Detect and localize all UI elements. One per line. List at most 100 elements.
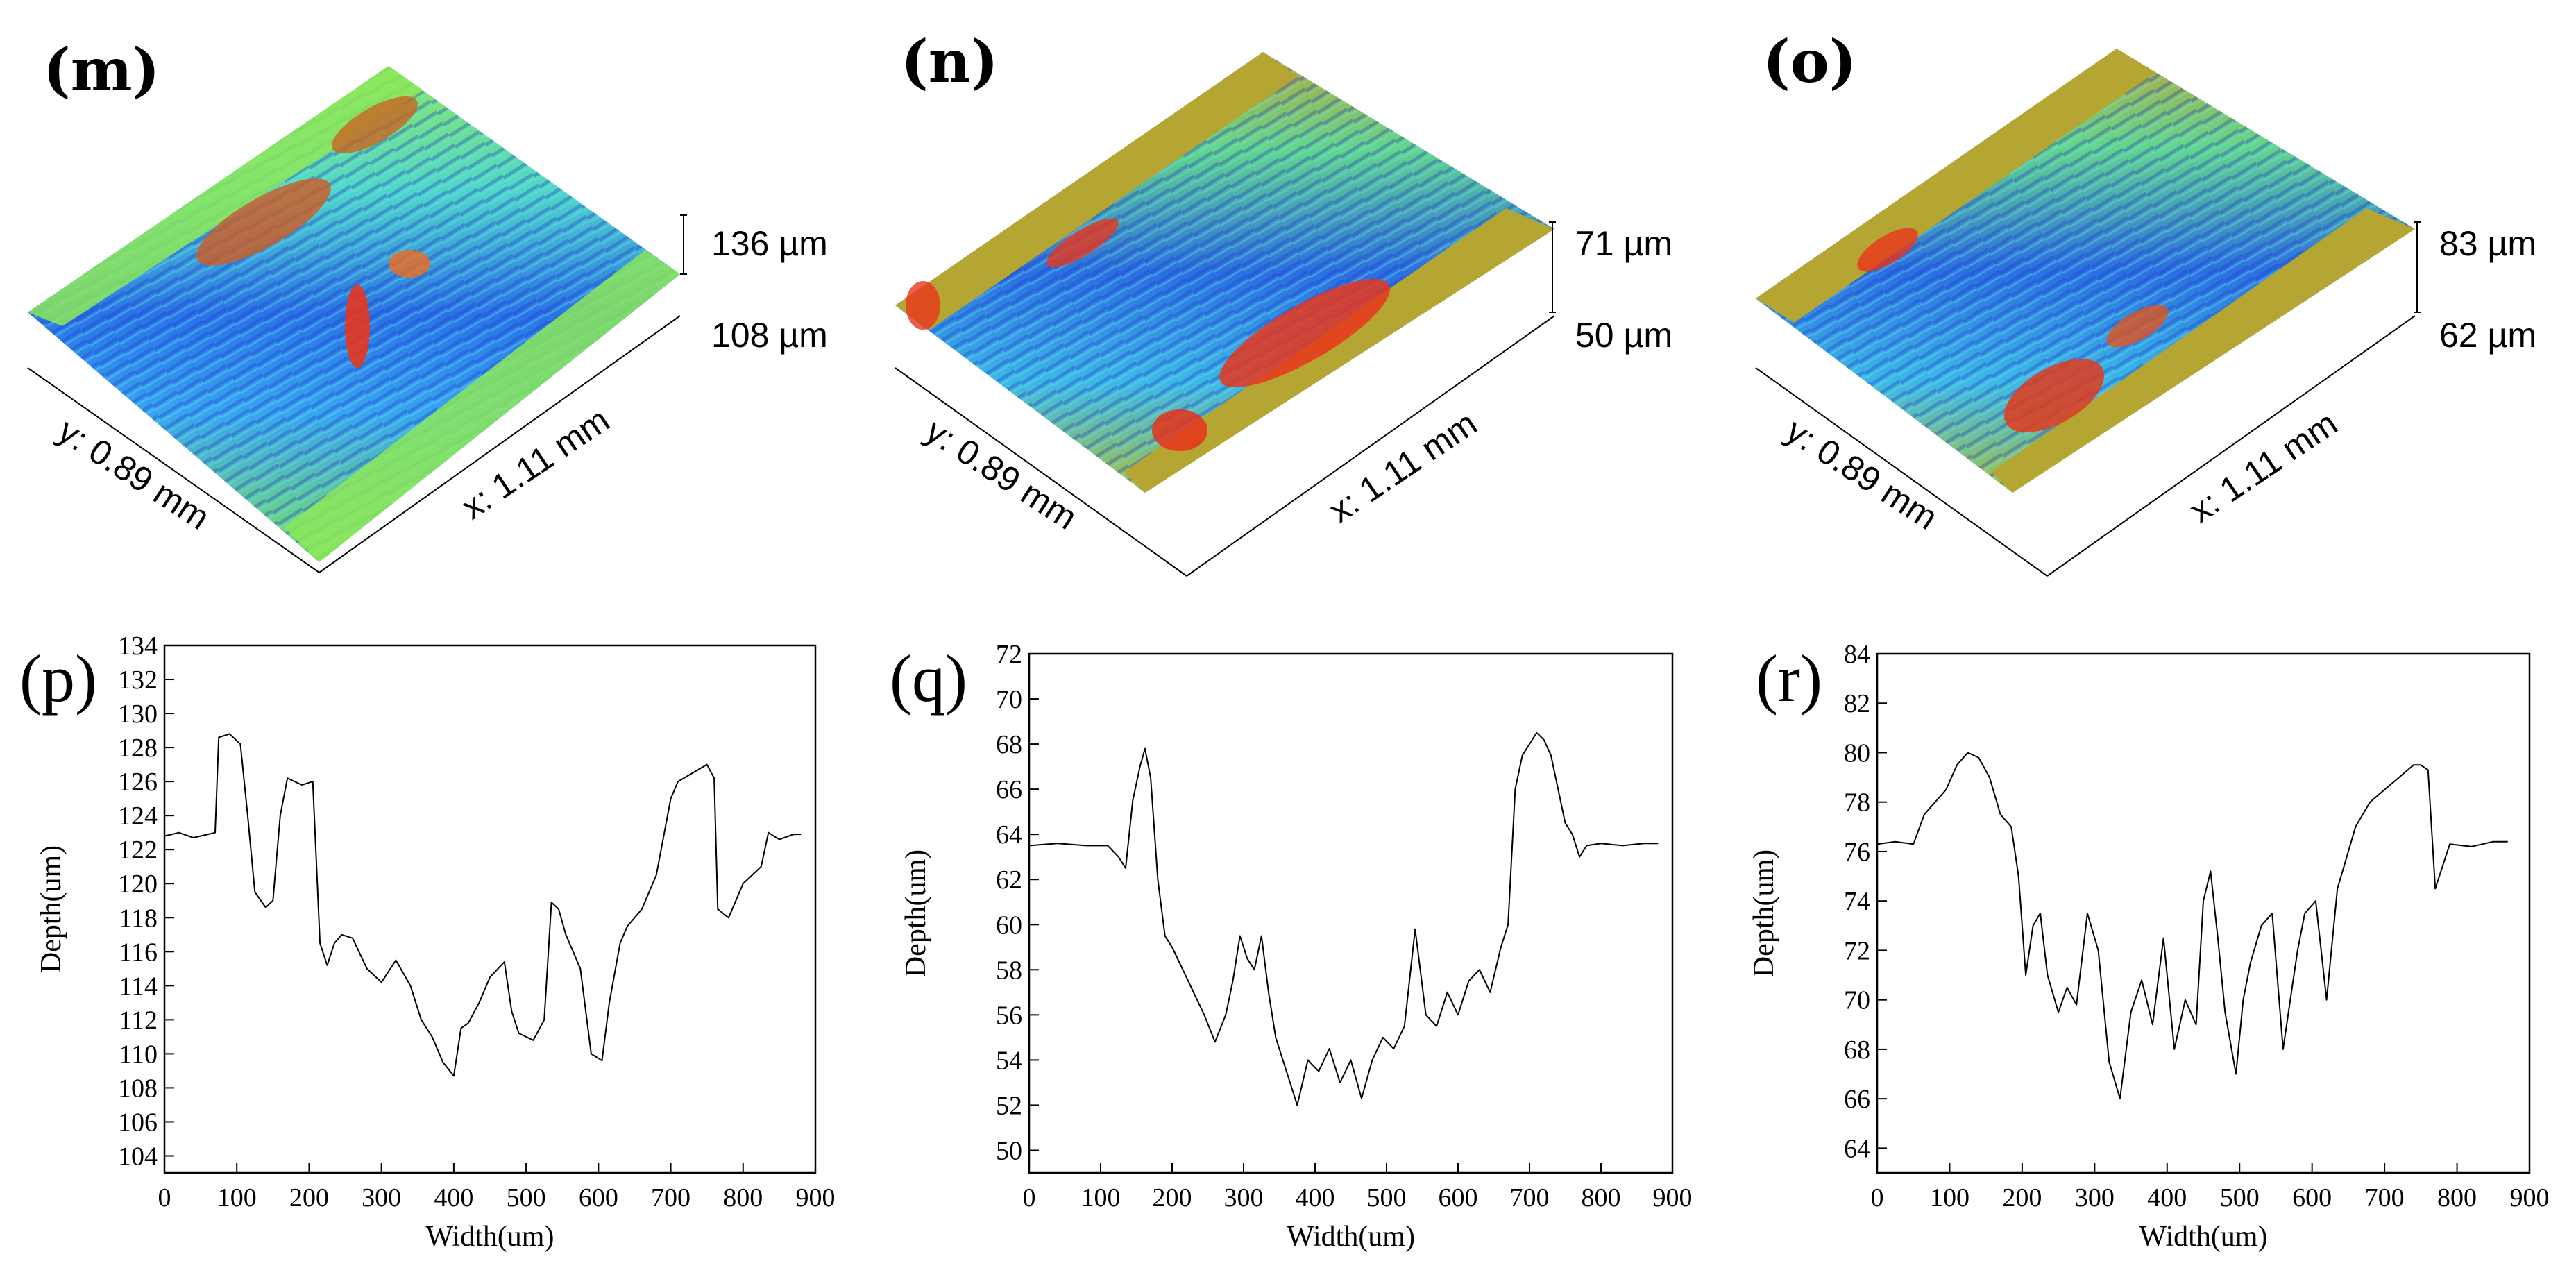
x-tick-label: 100 xyxy=(1081,1183,1121,1212)
z-top-label-o: 83 µm xyxy=(2439,224,2536,263)
y-tick-label: 130 xyxy=(118,700,158,729)
surface-o-y-edge xyxy=(1755,367,2048,577)
panel-label: (r) xyxy=(1756,641,1822,716)
y-tick-label: 106 xyxy=(118,1108,158,1137)
x-tick-label: 200 xyxy=(2002,1183,2042,1212)
z-bottom-label-n: 50 µm xyxy=(1575,316,1672,355)
y-axis-title: Depth(um) xyxy=(35,845,67,973)
y-tick-label: 108 xyxy=(118,1074,158,1103)
profile-line xyxy=(1876,752,2508,1100)
y-tick-label: 74 xyxy=(1844,887,1870,916)
x-tick-label: 0 xyxy=(1023,1183,1036,1212)
z-top-label-n: 71 µm xyxy=(1575,224,1672,263)
y-tick-label: 60 xyxy=(996,911,1022,940)
surface-n: (n) 71 µm 50 µm y: 0.89 mm x: 1.11 mm xyxy=(895,27,1672,577)
y-tick-label: 104 xyxy=(118,1142,158,1171)
x-tick-label: 900 xyxy=(2510,1183,2550,1212)
y-tick-label: 66 xyxy=(1844,1085,1870,1114)
panel-label-n: (n) xyxy=(901,27,999,96)
surface-o: (o) 83 µm 62 µm y: 0.89 mm x: 1.11 mm xyxy=(1755,27,2536,577)
x-tick-label: 700 xyxy=(1510,1183,1550,1212)
x-tick-label: 500 xyxy=(507,1183,546,1212)
x-tick-label: 400 xyxy=(1296,1183,1335,1212)
y-tick-label: 54 xyxy=(996,1046,1022,1075)
x-tick-label: 600 xyxy=(2292,1183,2332,1212)
y-tick-label: 68 xyxy=(996,730,1022,759)
y-tick-label: 72 xyxy=(1844,936,1870,965)
x-tick-label: 100 xyxy=(217,1183,257,1212)
x-tick-label: 800 xyxy=(723,1183,763,1212)
y-tick-label: 70 xyxy=(1844,986,1870,1015)
z-bottom-label-o: 62 µm xyxy=(2439,316,2536,355)
plot-frame xyxy=(1876,652,2531,1174)
x-tick-label: 700 xyxy=(2365,1183,2405,1212)
y-tick-label: 58 xyxy=(996,956,1022,985)
x-tick-label: 200 xyxy=(1153,1183,1192,1212)
y-tick-label: 118 xyxy=(119,904,158,933)
y-tick-label: 70 xyxy=(996,685,1022,714)
y-tick-label: 80 xyxy=(1844,738,1870,768)
y-tick-label: 114 xyxy=(119,972,158,1001)
x-tick-label: 800 xyxy=(2437,1183,2477,1212)
y-tick-label: 128 xyxy=(118,734,158,763)
z-top-label-m: 136 µm xyxy=(711,224,828,263)
y-tick-label: 66 xyxy=(996,775,1022,804)
x-tick-label: 300 xyxy=(2075,1183,2115,1212)
x-tick-label: 500 xyxy=(1367,1183,1407,1212)
x-axis-title: Width(um) xyxy=(2139,1221,2268,1253)
x-tick-label: 900 xyxy=(796,1183,836,1212)
y-tick-label: 132 xyxy=(118,666,158,695)
y-tick-label: 68 xyxy=(1844,1035,1870,1065)
y-tick-label: 62 xyxy=(996,865,1022,895)
panel-label-o: (o) xyxy=(1763,27,1857,96)
x-tick-label: 0 xyxy=(158,1183,171,1212)
x-tick-label: 400 xyxy=(2147,1183,2187,1212)
y-axis-title: Depth(um) xyxy=(900,849,932,977)
surface-m-x-edge xyxy=(319,315,681,573)
y-tick-label: 64 xyxy=(1844,1134,1870,1163)
y-tick-label: 56 xyxy=(996,1001,1022,1030)
y-axis-title: Depth(um) xyxy=(1748,849,1780,977)
surface-n-y-edge xyxy=(895,367,1187,577)
x-tick-label: 200 xyxy=(289,1183,329,1212)
x-tick-label: 100 xyxy=(1930,1183,1969,1212)
plot-frame xyxy=(1028,652,1674,1174)
x-tick-label: 400 xyxy=(434,1183,473,1212)
panel-label: (p) xyxy=(19,641,97,716)
y-tick-label: 134 xyxy=(118,632,158,661)
panel-label: (q) xyxy=(890,641,967,716)
x-tick-label: 900 xyxy=(1653,1183,1693,1212)
y-tick-label: 112 xyxy=(119,1006,158,1035)
x-tick-label: 700 xyxy=(651,1183,690,1212)
y-tick-label: 78 xyxy=(1844,788,1870,818)
y-tick-label: 76 xyxy=(1844,838,1870,867)
y-tick-label: 116 xyxy=(119,938,158,967)
surface-m-y-edge xyxy=(27,367,320,573)
y-tick-label: 84 xyxy=(1844,640,1870,669)
z-bottom-label-m: 108 µm xyxy=(711,316,828,355)
y-tick-label: 50 xyxy=(996,1136,1022,1165)
x-tick-label: 300 xyxy=(1224,1183,1264,1212)
y-tick-label: 64 xyxy=(996,820,1022,849)
y-tick-label: 124 xyxy=(118,802,158,831)
profile-line xyxy=(1028,731,1659,1106)
x-tick-label: 0 xyxy=(1871,1183,1884,1212)
y-tick-label: 126 xyxy=(118,768,158,797)
x-tick-label: 600 xyxy=(1439,1183,1478,1212)
y-tick-label: 52 xyxy=(996,1091,1022,1120)
y-tick-label: 72 xyxy=(996,640,1022,669)
y-tick-label: 122 xyxy=(118,836,158,865)
x-axis-title: Width(um) xyxy=(426,1221,554,1253)
x-tick-label: 500 xyxy=(2220,1183,2260,1212)
surface-o-x-edge xyxy=(2047,315,2416,577)
surface-n-x-edge xyxy=(1186,315,1555,577)
surface-panels: (m) 136 µm 108 µm y: 0.89 mm x: 1.11 mm … xyxy=(27,27,2536,577)
x-tick-label: 800 xyxy=(1582,1183,1621,1212)
x-tick-label: 300 xyxy=(362,1183,401,1212)
y-tick-label: 120 xyxy=(118,870,158,899)
y-tick-label: 82 xyxy=(1844,689,1870,718)
profile-line xyxy=(164,733,802,1077)
x-tick-label: 600 xyxy=(579,1183,618,1212)
